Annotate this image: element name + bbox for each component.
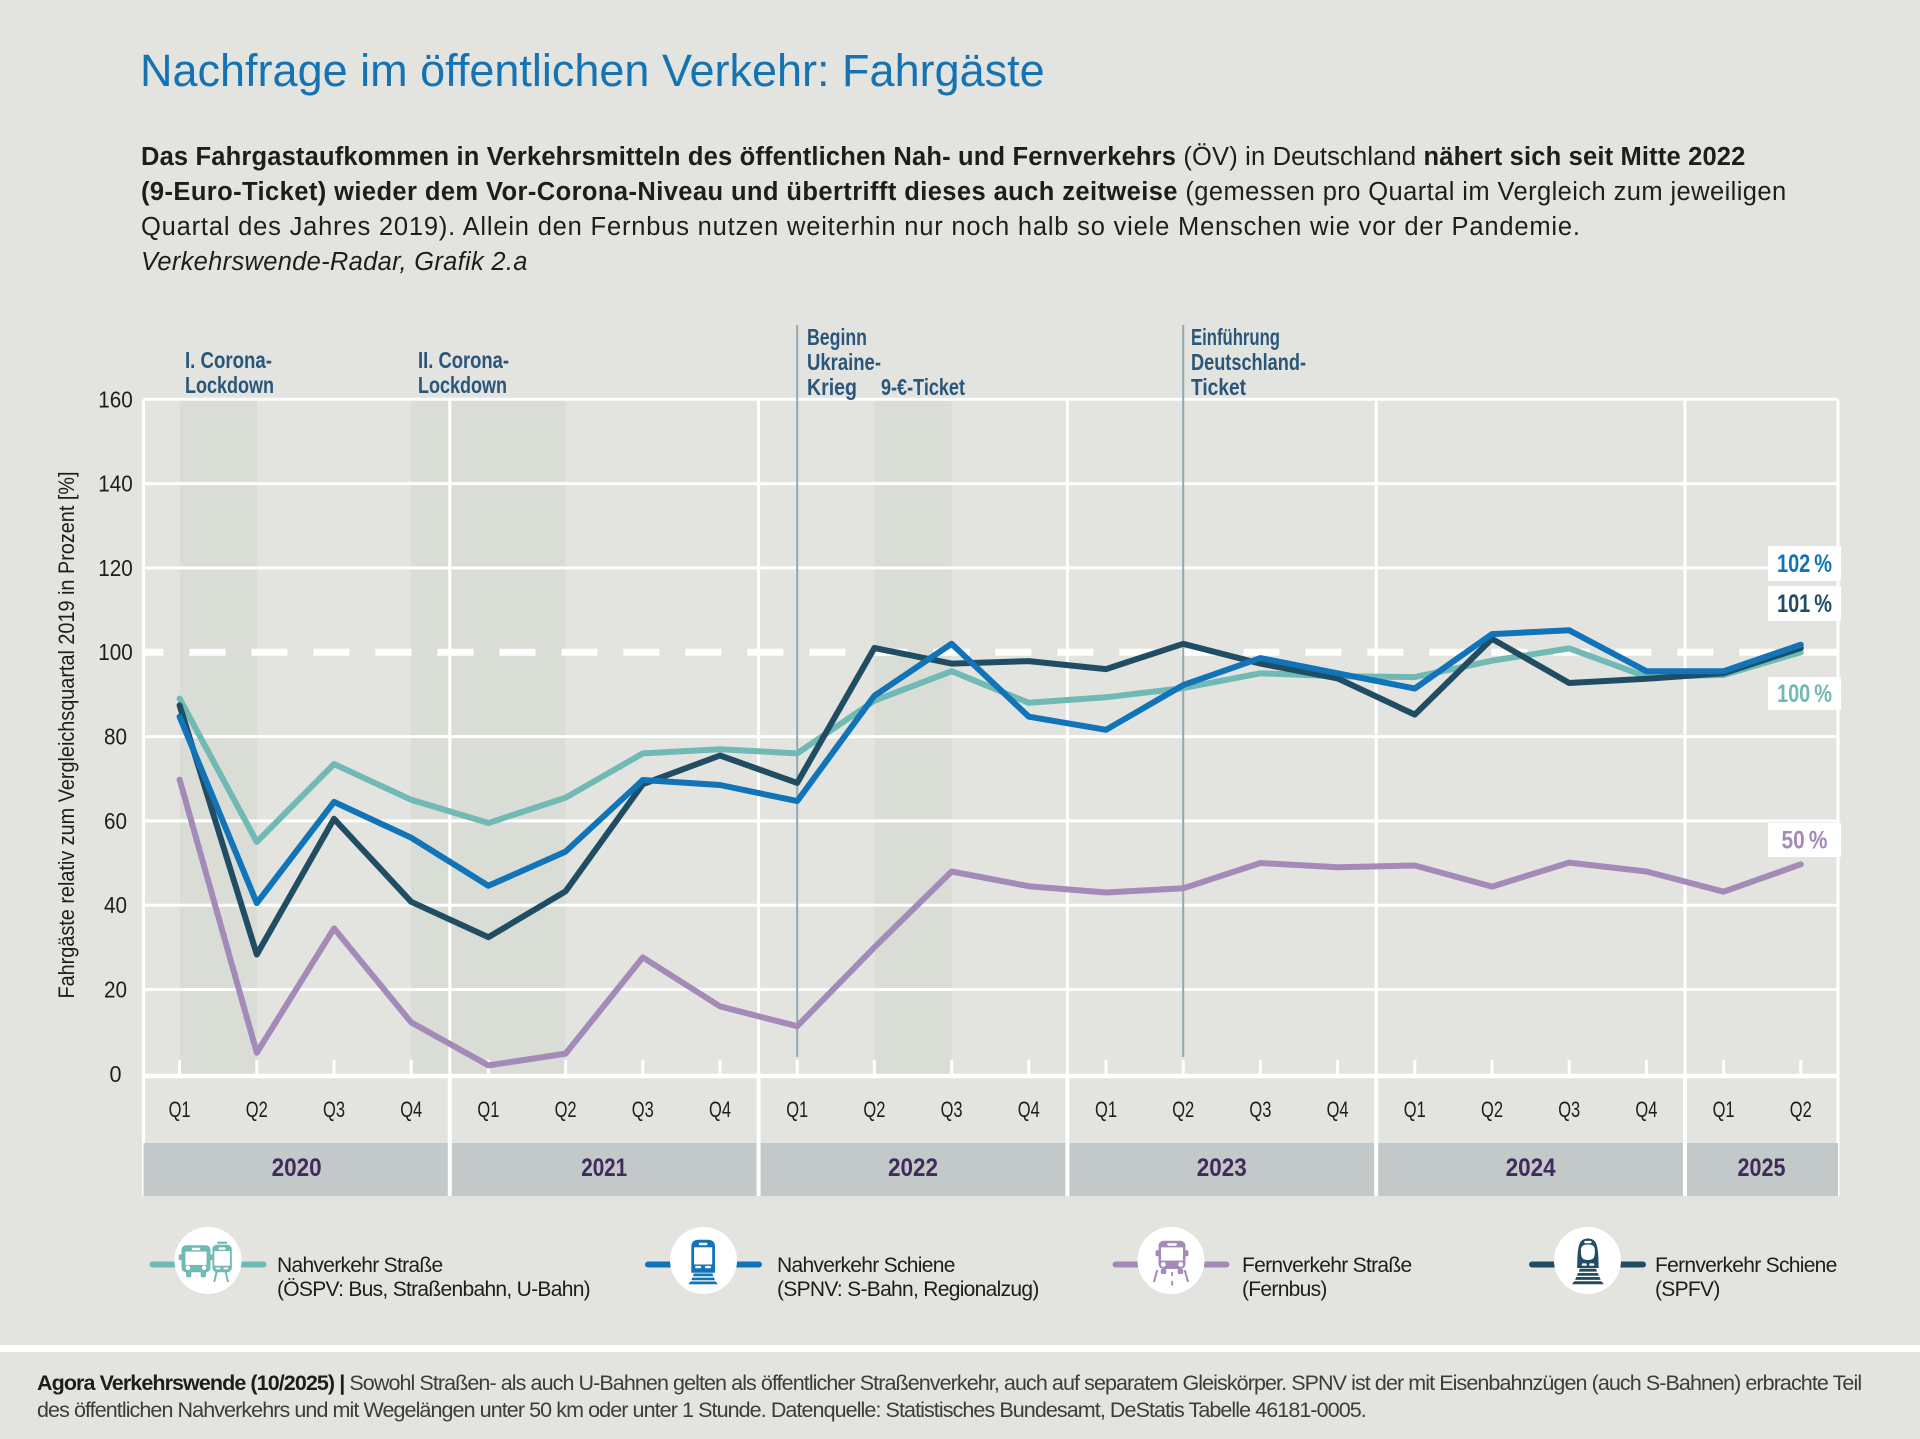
svg-text:20: 20: [104, 977, 127, 1003]
svg-text:II. Corona-: II. Corona-: [418, 347, 509, 373]
svg-text:60: 60: [104, 808, 127, 834]
svg-text:2025: 2025: [1738, 1154, 1786, 1182]
svg-text:Q1: Q1: [786, 1097, 808, 1122]
svg-text:Q1: Q1: [477, 1097, 499, 1122]
svg-text:Q3: Q3: [1249, 1097, 1271, 1122]
svg-text:40: 40: [104, 892, 127, 918]
svg-text:Q4: Q4: [709, 1097, 731, 1122]
svg-text:Q4: Q4: [1018, 1097, 1040, 1122]
svg-text:Nahverkehr Schiene: Nahverkehr Schiene: [777, 1254, 955, 1277]
svg-text:Q3: Q3: [941, 1097, 963, 1122]
svg-text:80: 80: [104, 724, 127, 750]
svg-text:I. Corona-: I. Corona-: [185, 347, 272, 373]
svg-text:Krieg: Krieg: [807, 374, 857, 400]
svg-text:120: 120: [98, 555, 133, 581]
svg-text:Q4: Q4: [400, 1097, 422, 1122]
svg-text:2023: 2023: [1197, 1154, 1247, 1182]
svg-text:Fernverkehr Straße: Fernverkehr Straße: [1242, 1254, 1411, 1277]
svg-text:Ukraine-: Ukraine-: [807, 349, 881, 375]
svg-text:2021: 2021: [581, 1154, 627, 1182]
svg-text:Q2: Q2: [1481, 1097, 1503, 1122]
svg-text:Deutschland-: Deutschland-: [1191, 349, 1306, 375]
svg-text:50 %: 50 %: [1782, 827, 1828, 855]
svg-text:Q3: Q3: [1558, 1097, 1580, 1122]
svg-text:102 %: 102 %: [1777, 550, 1832, 578]
svg-text:Q4: Q4: [1327, 1097, 1349, 1122]
svg-text:Q2: Q2: [1172, 1097, 1194, 1122]
svg-text:(SPNV: S-Bahn, Regionalzug): (SPNV: S-Bahn, Regionalzug): [777, 1278, 1039, 1301]
svg-text:100 %: 100 %: [1777, 680, 1832, 708]
svg-text:(ÖSPV: Bus, Straßenbahn, U-Bah: (ÖSPV: Bus, Straßenbahn, U-Bahn): [277, 1278, 590, 1301]
svg-text:Fahrgäste relativ zum Vergleic: Fahrgäste relativ zum Vergleichsquartal …: [54, 472, 79, 999]
svg-text:Q2: Q2: [246, 1097, 268, 1122]
svg-text:Q3: Q3: [323, 1097, 345, 1122]
svg-text:Beginn: Beginn: [807, 324, 867, 350]
svg-text:Q1: Q1: [1095, 1097, 1117, 1122]
svg-text:2024: 2024: [1506, 1154, 1556, 1182]
svg-text:Q1: Q1: [169, 1097, 191, 1122]
svg-text:Ticket: Ticket: [1191, 374, 1246, 400]
svg-text:Q1: Q1: [1713, 1097, 1735, 1122]
svg-text:140: 140: [98, 471, 133, 497]
svg-text:Lockdown: Lockdown: [418, 372, 507, 398]
svg-text:(Fernbus): (Fernbus): [1242, 1278, 1327, 1301]
svg-text:Q3: Q3: [632, 1097, 654, 1122]
svg-text:Nahverkehr Straße: Nahverkehr Straße: [277, 1254, 443, 1277]
svg-text:101 %: 101 %: [1777, 590, 1832, 618]
svg-text:160: 160: [98, 386, 133, 412]
svg-text:Q4: Q4: [1635, 1097, 1657, 1122]
svg-text:Q2: Q2: [863, 1097, 885, 1122]
svg-text:(SPFV): (SPFV): [1655, 1278, 1720, 1301]
svg-text:9-€-Ticket: 9-€-Ticket: [881, 374, 965, 400]
svg-text:Q2: Q2: [555, 1097, 577, 1122]
svg-text:2020: 2020: [272, 1154, 322, 1182]
svg-text:Q1: Q1: [1404, 1097, 1426, 1122]
svg-text:100: 100: [98, 639, 133, 665]
svg-text:0: 0: [110, 1061, 122, 1087]
svg-text:Fernverkehr Schiene: Fernverkehr Schiene: [1655, 1254, 1837, 1277]
svg-text:2022: 2022: [888, 1154, 938, 1182]
svg-text:Q2: Q2: [1790, 1097, 1812, 1122]
svg-text:Einführung: Einführung: [1191, 324, 1280, 350]
svg-text:Lockdown: Lockdown: [185, 372, 274, 398]
